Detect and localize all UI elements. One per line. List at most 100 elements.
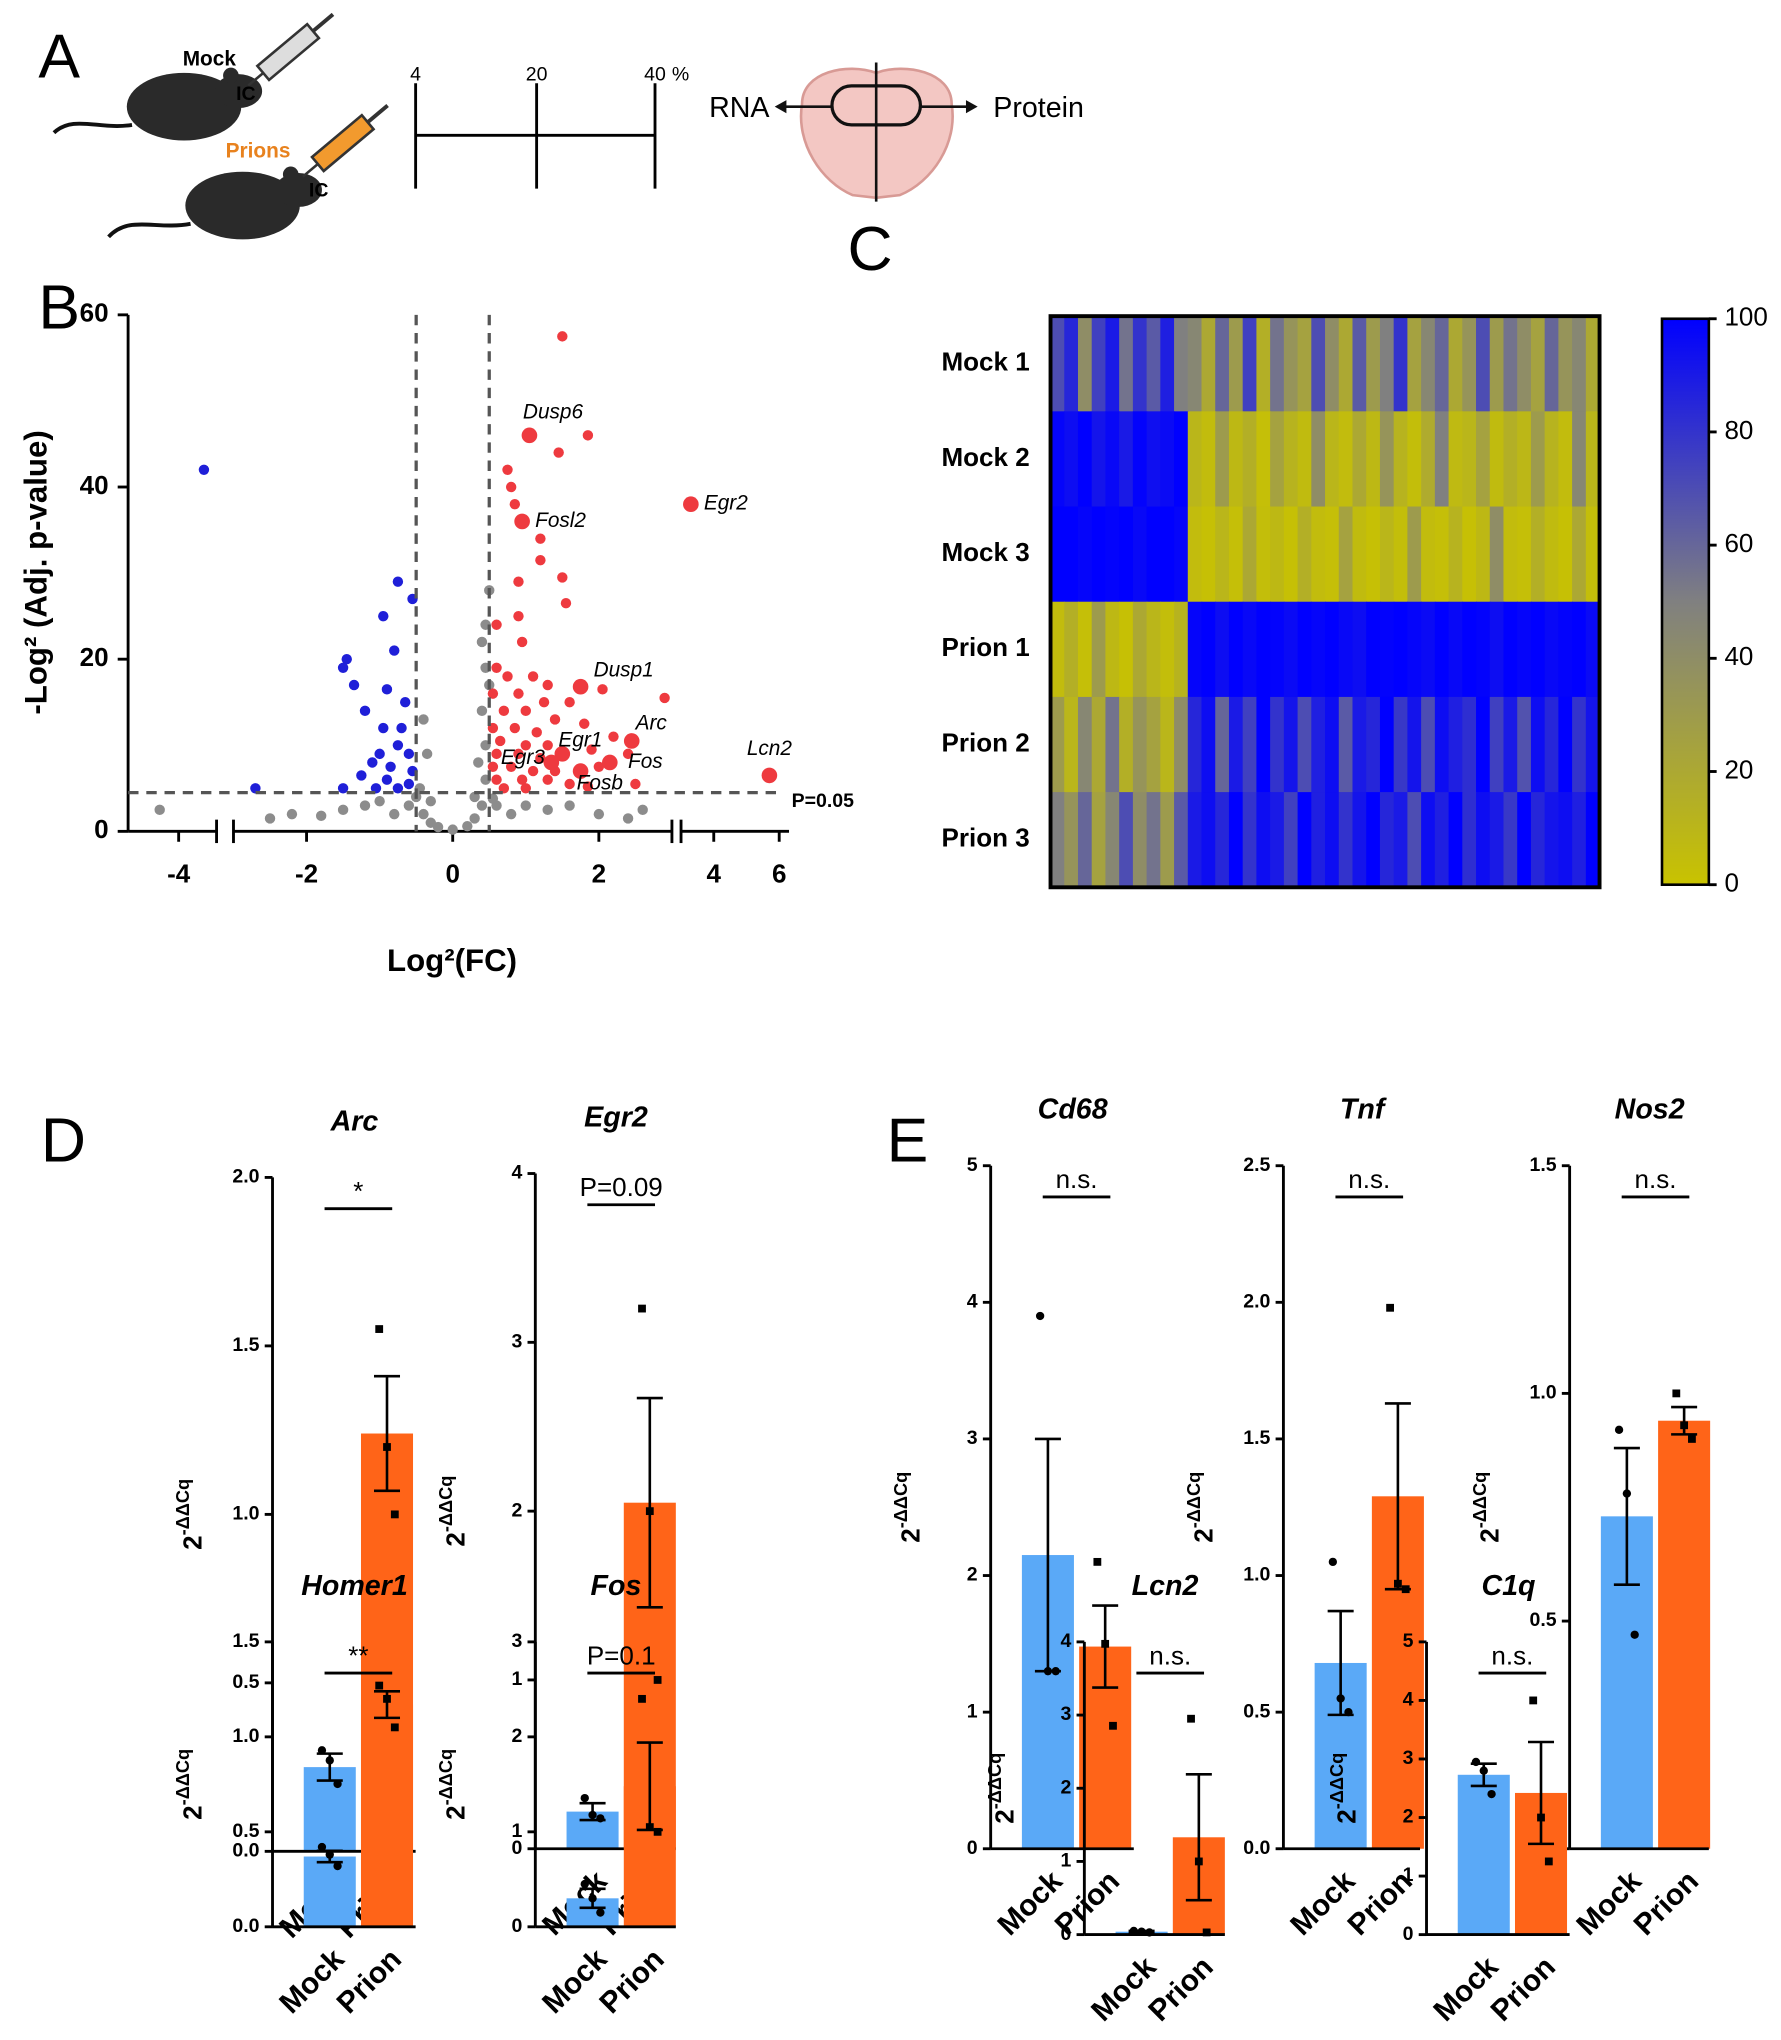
data-point bbox=[375, 1681, 384, 1690]
heat-cell bbox=[1503, 316, 1518, 413]
data-point bbox=[1344, 1707, 1353, 1717]
heat-cell bbox=[1105, 696, 1120, 793]
gene-label: Fosl2 bbox=[535, 509, 586, 532]
heat-cell bbox=[1160, 411, 1175, 508]
chart-title: Homer1 bbox=[301, 1570, 408, 1602]
point bbox=[473, 757, 484, 768]
heat-cell bbox=[1091, 506, 1107, 603]
heat-cell bbox=[1352, 601, 1367, 698]
heat-cell bbox=[1146, 696, 1162, 793]
heat-cell bbox=[1421, 601, 1436, 698]
data-point bbox=[325, 1756, 334, 1765]
heat-cell bbox=[1228, 696, 1244, 793]
point bbox=[593, 808, 605, 820]
heat-cell bbox=[1132, 696, 1148, 793]
point bbox=[469, 813, 480, 824]
x-tick-label: Mock bbox=[273, 1942, 351, 2020]
y-tick-label: 1 bbox=[511, 1820, 522, 1842]
point bbox=[370, 783, 382, 794]
heat-cell bbox=[1160, 792, 1175, 889]
heat-cell bbox=[1585, 411, 1601, 508]
heat-cell bbox=[1476, 601, 1491, 698]
heat-cell bbox=[1311, 601, 1326, 698]
point bbox=[378, 610, 389, 622]
heat-cell bbox=[1489, 696, 1505, 793]
significance-label: n.s. bbox=[1149, 1640, 1191, 1670]
heat-cell bbox=[1503, 506, 1518, 603]
heat-cell bbox=[1379, 411, 1395, 508]
point bbox=[264, 813, 276, 824]
x-tick-label: Prion bbox=[331, 1943, 408, 2020]
mouse-body bbox=[126, 72, 242, 141]
y-label-base: 2 bbox=[1474, 1528, 1504, 1542]
point bbox=[198, 464, 210, 476]
y-label-exponent: -ΔΔCq bbox=[436, 1476, 456, 1533]
heat-cell bbox=[1311, 411, 1326, 508]
heat-cell bbox=[1283, 696, 1299, 793]
point bbox=[432, 821, 444, 833]
heat-cell bbox=[1311, 792, 1326, 889]
y-tick-label: 4 bbox=[967, 1290, 978, 1312]
heat-cell bbox=[1050, 411, 1066, 508]
heat-cell bbox=[1544, 316, 1560, 413]
gene-label: Egr1 bbox=[558, 728, 602, 751]
timeline-label: 20 bbox=[526, 64, 548, 86]
y-label-base: 2 bbox=[895, 1528, 925, 1542]
y-label-base: 2 bbox=[989, 1809, 1019, 1823]
heat-cell bbox=[1105, 601, 1120, 698]
point bbox=[421, 748, 433, 760]
significance-label: ** bbox=[348, 1640, 368, 1670]
heat-cell bbox=[1270, 792, 1285, 889]
y-label-base: 2 bbox=[1188, 1528, 1218, 1542]
heat-cell bbox=[1379, 316, 1395, 413]
point bbox=[356, 770, 367, 781]
y-tick-label: 1 bbox=[967, 1700, 978, 1722]
point bbox=[531, 727, 542, 738]
data-point bbox=[1479, 1766, 1488, 1775]
heat-cell bbox=[1146, 411, 1162, 508]
heat-cell bbox=[1201, 696, 1217, 793]
point bbox=[582, 781, 594, 792]
heat-cell bbox=[1242, 601, 1258, 698]
heat-cell bbox=[1476, 316, 1491, 413]
point bbox=[498, 783, 510, 794]
colorbar-tick-label: 100 bbox=[1724, 302, 1767, 332]
heat-cell bbox=[1530, 792, 1546, 889]
significance-label: * bbox=[353, 1176, 363, 1206]
data-point bbox=[1194, 1857, 1203, 1866]
syringe bbox=[302, 103, 389, 178]
data-point bbox=[1630, 1630, 1639, 1639]
heat-cell bbox=[1132, 601, 1148, 698]
chart-title: Fos bbox=[591, 1570, 642, 1602]
heat-cell bbox=[1215, 316, 1230, 413]
error-bar bbox=[373, 1374, 401, 1493]
heat-cell bbox=[1393, 696, 1409, 793]
data-point bbox=[1109, 1721, 1117, 1730]
point bbox=[659, 692, 670, 704]
heat-cell bbox=[1297, 316, 1313, 413]
colorbar bbox=[1660, 317, 1711, 886]
heat-cell bbox=[1132, 792, 1148, 889]
point bbox=[560, 598, 572, 609]
x-tick-label: -2 bbox=[295, 858, 318, 888]
heat-cell bbox=[1434, 411, 1450, 508]
heat-cell bbox=[1311, 696, 1326, 793]
point bbox=[622, 813, 634, 824]
heat-cell bbox=[1215, 696, 1230, 793]
data-point bbox=[645, 1507, 654, 1516]
point bbox=[337, 804, 349, 816]
heat-cell bbox=[1297, 411, 1313, 508]
point bbox=[154, 804, 165, 816]
heat-cell bbox=[1311, 506, 1326, 603]
panel-label: B bbox=[38, 273, 80, 343]
point bbox=[505, 761, 517, 772]
timeline-label: 40 bbox=[644, 64, 666, 86]
heat-cell bbox=[1585, 506, 1601, 603]
x-tick-label: Prion bbox=[593, 1943, 670, 2020]
y-label-exponent: -ΔΔCq bbox=[1327, 1753, 1347, 1809]
heat-cell bbox=[1352, 696, 1367, 793]
x-tick-label: Mock bbox=[1085, 1950, 1163, 2028]
point bbox=[250, 783, 261, 794]
heat-cell bbox=[1338, 316, 1354, 413]
point bbox=[622, 748, 634, 760]
